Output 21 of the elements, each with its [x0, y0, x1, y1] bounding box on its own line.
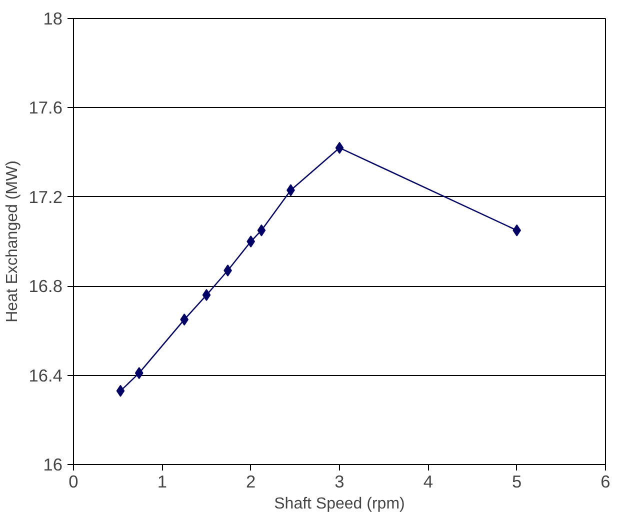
y-tick-label: 18 — [43, 8, 63, 28]
point — [134, 367, 144, 380]
x-tick-label: 3 — [334, 472, 344, 492]
y-axis-title: Heat Exchanged (MW) — [4, 160, 21, 322]
y-tick-label: 16.8 — [28, 276, 63, 296]
y-tick-label: 17.6 — [28, 98, 63, 118]
y-tick-label: 16.4 — [28, 365, 63, 386]
x-tick-label: 0 — [68, 472, 78, 492]
y-tick-label: 16 — [43, 454, 63, 474]
point — [257, 224, 266, 236]
x-tick-label: 1 — [157, 472, 167, 492]
point — [246, 236, 255, 248]
point — [335, 142, 344, 154]
y-tick-label: 17.2 — [28, 186, 63, 207]
point — [202, 289, 211, 302]
x-tick-label: 4 — [423, 472, 434, 492]
x-axis-title: Shaft Speed (rpm) — [274, 496, 405, 512]
point — [116, 384, 125, 397]
x-tick-label: 2 — [246, 472, 256, 492]
x-tick-label: 5 — [512, 472, 522, 492]
x-tick-label: 6 — [600, 472, 610, 492]
